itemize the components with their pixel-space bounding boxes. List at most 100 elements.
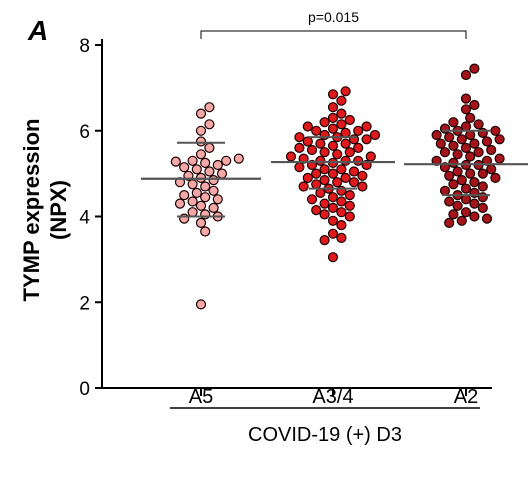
y-tick-label: 0 <box>79 379 90 400</box>
data-point <box>315 155 326 166</box>
data-point <box>332 149 343 160</box>
data-point <box>435 138 446 149</box>
data-point <box>200 181 211 192</box>
data-point <box>187 155 198 166</box>
y-axis-title-line-2: (NPX) <box>46 180 71 240</box>
summary-lines <box>141 129 528 218</box>
data-point <box>365 151 376 162</box>
data-point <box>344 114 355 126</box>
data-point <box>465 112 476 124</box>
data-point <box>327 140 339 151</box>
data-point <box>311 125 322 136</box>
data-point <box>302 172 313 183</box>
data-point <box>187 207 198 218</box>
y-axis-title-line-1: TYMP expression <box>19 119 44 302</box>
y-tick-label: 8 <box>79 36 90 57</box>
data-point <box>233 153 244 164</box>
data-point <box>200 192 211 203</box>
data-point <box>336 207 347 218</box>
data-point <box>448 117 459 128</box>
data-point <box>452 200 463 211</box>
data-point <box>357 170 368 181</box>
data-point <box>319 117 330 128</box>
data-point <box>319 164 330 175</box>
significance-bracket: p=0.015 <box>200 9 467 39</box>
data-point <box>460 121 472 132</box>
data-point <box>460 207 472 218</box>
data-point <box>361 121 372 132</box>
data-point <box>195 299 207 310</box>
data-point <box>221 155 232 166</box>
data-point <box>460 104 472 115</box>
data-point <box>469 99 480 111</box>
data-point <box>191 164 202 175</box>
data-point <box>315 138 326 149</box>
data-point <box>311 205 322 216</box>
data-point <box>481 136 493 147</box>
y-axis-title: TYMP expression (NPX) <box>19 119 71 302</box>
y-tick-label: 6 <box>79 122 90 143</box>
data-point <box>302 136 313 147</box>
data-point <box>311 168 322 179</box>
data-point <box>302 121 313 132</box>
data-point <box>456 215 467 226</box>
data-point <box>319 147 330 158</box>
data-point <box>452 149 463 160</box>
data-point <box>336 164 347 175</box>
data-point <box>336 119 347 130</box>
data-point <box>204 119 215 130</box>
data-point <box>294 162 305 173</box>
data-point <box>348 134 360 145</box>
data-point <box>448 209 459 220</box>
data-point <box>327 102 339 113</box>
data-point <box>306 144 318 156</box>
data-point <box>204 142 215 153</box>
data-point <box>319 175 330 186</box>
x-tick-label: A2 <box>454 386 478 408</box>
data-point <box>336 196 347 207</box>
data-point <box>452 166 463 177</box>
data-point <box>494 134 505 145</box>
data-point <box>327 123 339 134</box>
data-point <box>477 181 488 192</box>
data-point <box>465 168 476 179</box>
data-point <box>179 190 190 201</box>
x-tick-label: A3/4 <box>312 386 353 408</box>
data-point <box>200 157 211 168</box>
data-point <box>469 198 480 209</box>
data-point <box>448 140 459 151</box>
data-point <box>319 209 330 220</box>
data-point <box>456 175 467 186</box>
data-point <box>490 125 501 136</box>
data-point <box>469 63 480 74</box>
data-point <box>469 211 480 222</box>
data-point <box>344 147 355 158</box>
data-point <box>348 177 360 188</box>
data-point <box>170 156 181 167</box>
data-point <box>200 226 211 237</box>
data-point <box>465 129 476 141</box>
data-point <box>340 172 351 183</box>
data-point <box>460 142 472 153</box>
data-point <box>208 185 219 196</box>
data-point <box>444 217 455 228</box>
data-point <box>494 153 505 164</box>
data-point <box>195 217 207 228</box>
data-point <box>319 235 330 246</box>
y-tick-label: 2 <box>79 293 90 314</box>
data-point <box>195 108 207 119</box>
data-point <box>327 202 339 213</box>
data-point <box>469 138 480 149</box>
data-point <box>448 157 459 168</box>
data-point <box>336 220 347 231</box>
data-point <box>340 127 351 138</box>
data-point <box>340 138 351 149</box>
data-point <box>486 164 497 175</box>
data-point <box>306 194 318 205</box>
data-point <box>456 134 467 145</box>
data-point <box>444 132 455 143</box>
data-point <box>200 209 211 220</box>
data-point <box>344 190 355 201</box>
data-point <box>294 132 305 143</box>
